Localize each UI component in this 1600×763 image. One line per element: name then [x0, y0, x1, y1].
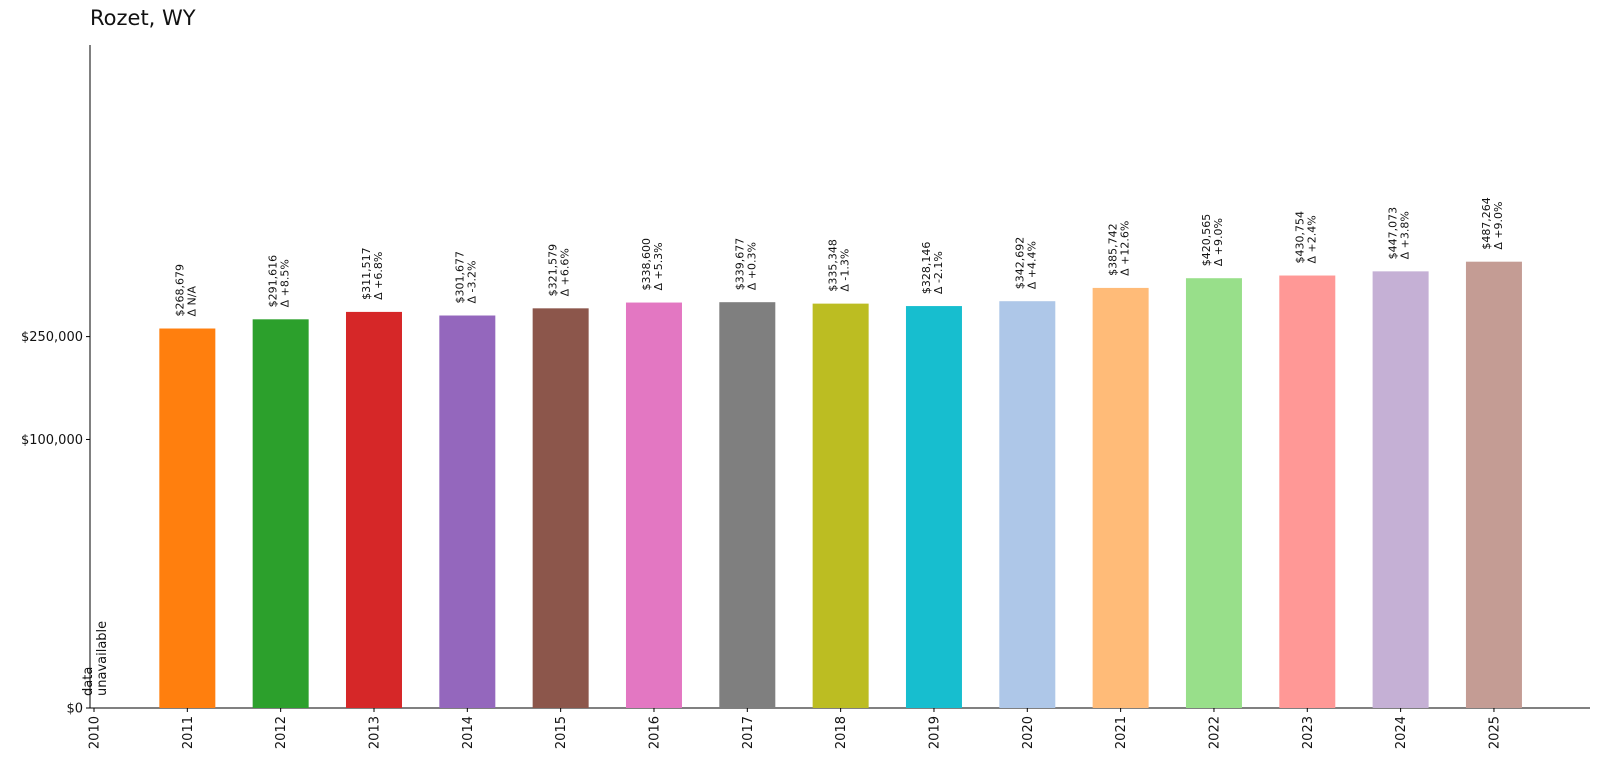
y-tick-label: $100,000	[21, 433, 83, 448]
bar-value-label: $430,754	[1293, 211, 1306, 264]
x-tick-label: 2018	[834, 716, 849, 749]
x-tick-label: 2020	[1021, 716, 1036, 749]
data-unavailable-label: unavailable	[95, 621, 110, 696]
data-unavailable-label: data	[81, 667, 96, 696]
bar	[812, 303, 869, 708]
bar-change-label: Δ -2.1%	[932, 251, 945, 294]
bar-value-label: $335,348	[827, 239, 840, 292]
bar-change-label: Δ +5.3%	[652, 242, 665, 290]
bar-change-label: Δ +3.8%	[1399, 211, 1412, 259]
bar	[999, 301, 1056, 708]
y-tick-label: $250,000	[21, 330, 83, 345]
bar-change-label: Δ +9.0%	[1212, 218, 1225, 266]
bar-value-label: $339,677	[733, 238, 746, 291]
bar-value-label: $321,579	[547, 244, 560, 297]
bar-value-label: $268,679	[173, 264, 186, 317]
x-tick-label: 2022	[1207, 716, 1222, 749]
bar	[532, 308, 589, 708]
bar-value-label: $487,264	[1480, 197, 1493, 250]
x-tick-label: 2017	[741, 716, 756, 749]
x-tick-label: 2013	[367, 716, 382, 749]
bar	[1185, 278, 1242, 708]
x-tick-label: 2023	[1301, 716, 1316, 749]
bar	[159, 328, 216, 708]
bar-change-label: Δ +9.0%	[1492, 201, 1505, 249]
x-tick-label: 2025	[1487, 716, 1502, 749]
bar-change-label: Δ +0.3%	[745, 242, 758, 290]
bar	[345, 311, 402, 708]
y-tick-label: $0	[66, 702, 83, 717]
bar	[719, 302, 776, 708]
x-tick-label: 2010	[88, 716, 103, 749]
bar-value-label: $311,517	[360, 247, 373, 300]
bar-value-label: $328,146	[920, 242, 933, 295]
bar-change-label: Δ -1.3%	[839, 249, 852, 292]
x-tick-label: 2019	[927, 716, 942, 749]
bar-change-label: Δ +4.4%	[1025, 241, 1038, 289]
bar-change-label: Δ +12.6%	[1119, 221, 1132, 276]
bar	[252, 319, 309, 708]
bar-value-label: $301,677	[453, 251, 466, 304]
x-tick-label: 2012	[274, 716, 289, 749]
bar	[1465, 261, 1522, 708]
bar	[1372, 271, 1429, 708]
bar	[439, 315, 496, 708]
x-tick-label: 2024	[1394, 716, 1409, 749]
x-tick-label: 2011	[181, 716, 196, 749]
bar-value-label: $338,600	[640, 238, 653, 291]
bar-value-label: $385,742	[1107, 223, 1120, 276]
bar-change-label: Δ N/A	[185, 286, 198, 317]
bar-change-label: Δ -3.2%	[465, 261, 478, 304]
bar	[625, 302, 682, 708]
x-tick-label: 2015	[554, 716, 569, 749]
bar-change-label: Δ +2.4%	[1305, 215, 1318, 263]
chart-title: Rozet, WY	[90, 6, 196, 30]
x-tick-label: 2014	[461, 716, 476, 749]
bar-value-label: $342,692	[1013, 237, 1026, 290]
bar-value-label: $420,565	[1200, 214, 1213, 267]
bar	[1279, 275, 1336, 708]
bar-change-label: Δ +6.8%	[372, 252, 385, 300]
x-tick-label: 2021	[1114, 716, 1129, 749]
bar-value-label: $447,073	[1387, 207, 1400, 260]
bar-change-label: Δ +8.5%	[279, 259, 292, 307]
bar-value-label: $291,616	[267, 255, 280, 308]
bar	[905, 306, 962, 708]
x-tick-label: 2016	[647, 716, 662, 749]
bar-change-label: Δ +6.6%	[559, 248, 572, 296]
bar	[1092, 287, 1149, 708]
